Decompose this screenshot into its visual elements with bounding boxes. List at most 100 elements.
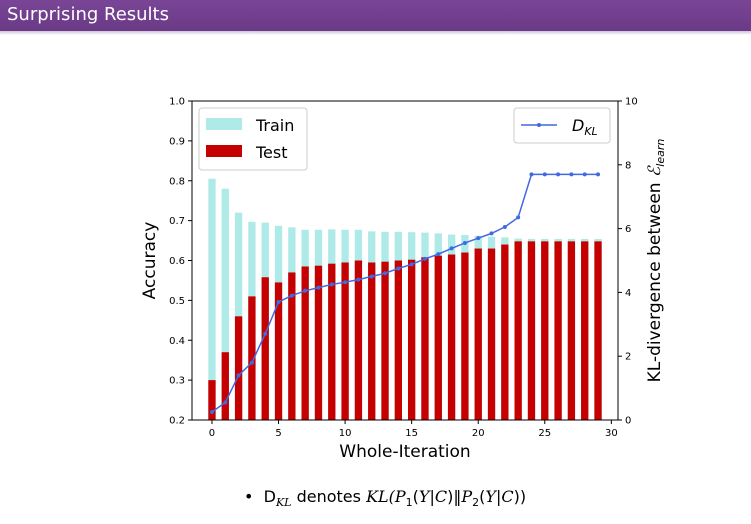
test-bar <box>514 241 522 420</box>
legend-right-frame <box>513 107 611 144</box>
legend-train-label: Train <box>255 116 294 135</box>
kl-point <box>462 240 467 245</box>
y2-tick-label: 4 <box>625 288 631 299</box>
test-bar <box>407 259 416 420</box>
y2-tick-label: 2 <box>625 352 631 363</box>
test-bar <box>501 244 509 420</box>
kl-line <box>211 173 599 413</box>
kl-point <box>449 246 454 251</box>
x-tick-label: 0 <box>209 428 215 439</box>
y2-tick-label: 10 <box>625 97 638 108</box>
legend-left: Train Test <box>198 107 308 171</box>
slide-title: Surprising Results <box>7 4 169 25</box>
kl-point <box>476 236 481 241</box>
test-bar <box>474 248 482 420</box>
kl-point <box>422 256 427 261</box>
kl-point <box>223 400 228 405</box>
kl-point <box>596 172 601 177</box>
y-tick-label: 0.5 <box>169 296 185 307</box>
x-axis-ticks: 0 5 10 15 20 25 30 <box>209 420 618 439</box>
kl-point <box>383 271 388 276</box>
kl-line-series <box>209 172 601 415</box>
test-bar <box>554 241 562 420</box>
header-shadow <box>0 31 751 35</box>
legend-train-swatch <box>206 118 242 130</box>
kl-point <box>249 360 254 365</box>
bullet-definition: • DKL denotes KL(P1(Y|C)‖P2(Y|C)) <box>244 487 526 509</box>
y-tick-label: 0.9 <box>169 136 185 147</box>
test-bar <box>421 257 429 420</box>
test-bar <box>461 252 469 420</box>
y2-axis-label: KL-divergence between ℰlearn <box>645 139 667 383</box>
y-tick-label: 0.8 <box>169 176 185 187</box>
kl-point <box>569 172 574 177</box>
legend-kl-marker <box>537 123 541 127</box>
kl-point <box>303 288 308 293</box>
kl-point <box>276 299 281 304</box>
kl-point <box>516 215 521 220</box>
kl-point <box>409 262 414 267</box>
y-axis-ticks: 0.2 0.3 0.4 0.5 0.6 0.7 0.8 0.9 1.0 <box>169 97 192 427</box>
kl-point <box>329 282 334 287</box>
kl-point <box>502 225 507 230</box>
test-bar <box>261 277 269 420</box>
test-bar <box>541 241 549 420</box>
x-tick-label: 15 <box>405 428 418 439</box>
test-bar <box>581 241 589 420</box>
train-bar <box>221 188 229 420</box>
test-bar <box>527 241 536 420</box>
bullet-expression: KL(P1(Y|C)‖P2(Y|C)) <box>366 487 527 510</box>
test-bar <box>594 241 602 420</box>
kl-point <box>369 274 374 279</box>
y2-tick-label: 8 <box>625 160 631 171</box>
y-tick-label: 0.3 <box>169 376 185 387</box>
test-bar <box>234 316 243 420</box>
kl-point <box>209 410 214 415</box>
test-bar <box>368 262 376 420</box>
test-bar <box>274 282 283 420</box>
x-axis-label: Whole-Iteration <box>339 442 470 462</box>
bullet-term-sub: KL <box>275 496 292 510</box>
bullet-term: DKL <box>263 487 292 510</box>
y-axis-label: Accuracy <box>140 222 160 300</box>
test-bar <box>221 352 229 420</box>
kl-point <box>436 252 441 257</box>
legend-test-label: Test <box>255 143 288 162</box>
kl-point <box>542 172 547 177</box>
test-bar <box>487 248 496 420</box>
legend-kl-main: D <box>572 116 584 135</box>
test-bar <box>341 262 349 420</box>
test-bar <box>434 255 442 420</box>
kl-point <box>289 293 294 298</box>
y2-axis-ticks: 0 2 4 6 8 10 <box>618 97 638 427</box>
kl-point <box>396 266 401 271</box>
kl-point <box>343 280 348 285</box>
legend-kl-label: DKL <box>572 116 598 138</box>
test-bar <box>288 272 296 420</box>
y2-axis-label-symbol: ℰ <box>645 165 665 177</box>
kl-point <box>316 285 321 290</box>
test-bar <box>301 266 309 420</box>
slide-header <box>0 0 751 31</box>
test-bar <box>447 254 456 420</box>
test-bar <box>354 260 363 420</box>
x-tick-label: 25 <box>538 428 551 439</box>
y2-tick-label: 0 <box>625 416 631 427</box>
test-bar <box>248 296 256 420</box>
legend-kl-sub: KL <box>584 125 597 138</box>
y2-axis-label-sub: learn <box>654 139 667 167</box>
test-bar <box>314 265 323 420</box>
test-bars <box>208 241 602 420</box>
kl-point <box>236 373 241 378</box>
test-bar <box>567 241 576 420</box>
kl-point <box>582 172 587 177</box>
y2-tick-label: 6 <box>625 224 631 235</box>
legend-test-swatch <box>206 145 242 157</box>
kl-point <box>529 172 534 177</box>
y-tick-label: 0.7 <box>169 216 185 227</box>
train-bar <box>208 178 216 420</box>
y-tick-label: 0.2 <box>169 416 185 427</box>
x-tick-label: 5 <box>275 428 281 439</box>
kl-point <box>263 331 268 336</box>
